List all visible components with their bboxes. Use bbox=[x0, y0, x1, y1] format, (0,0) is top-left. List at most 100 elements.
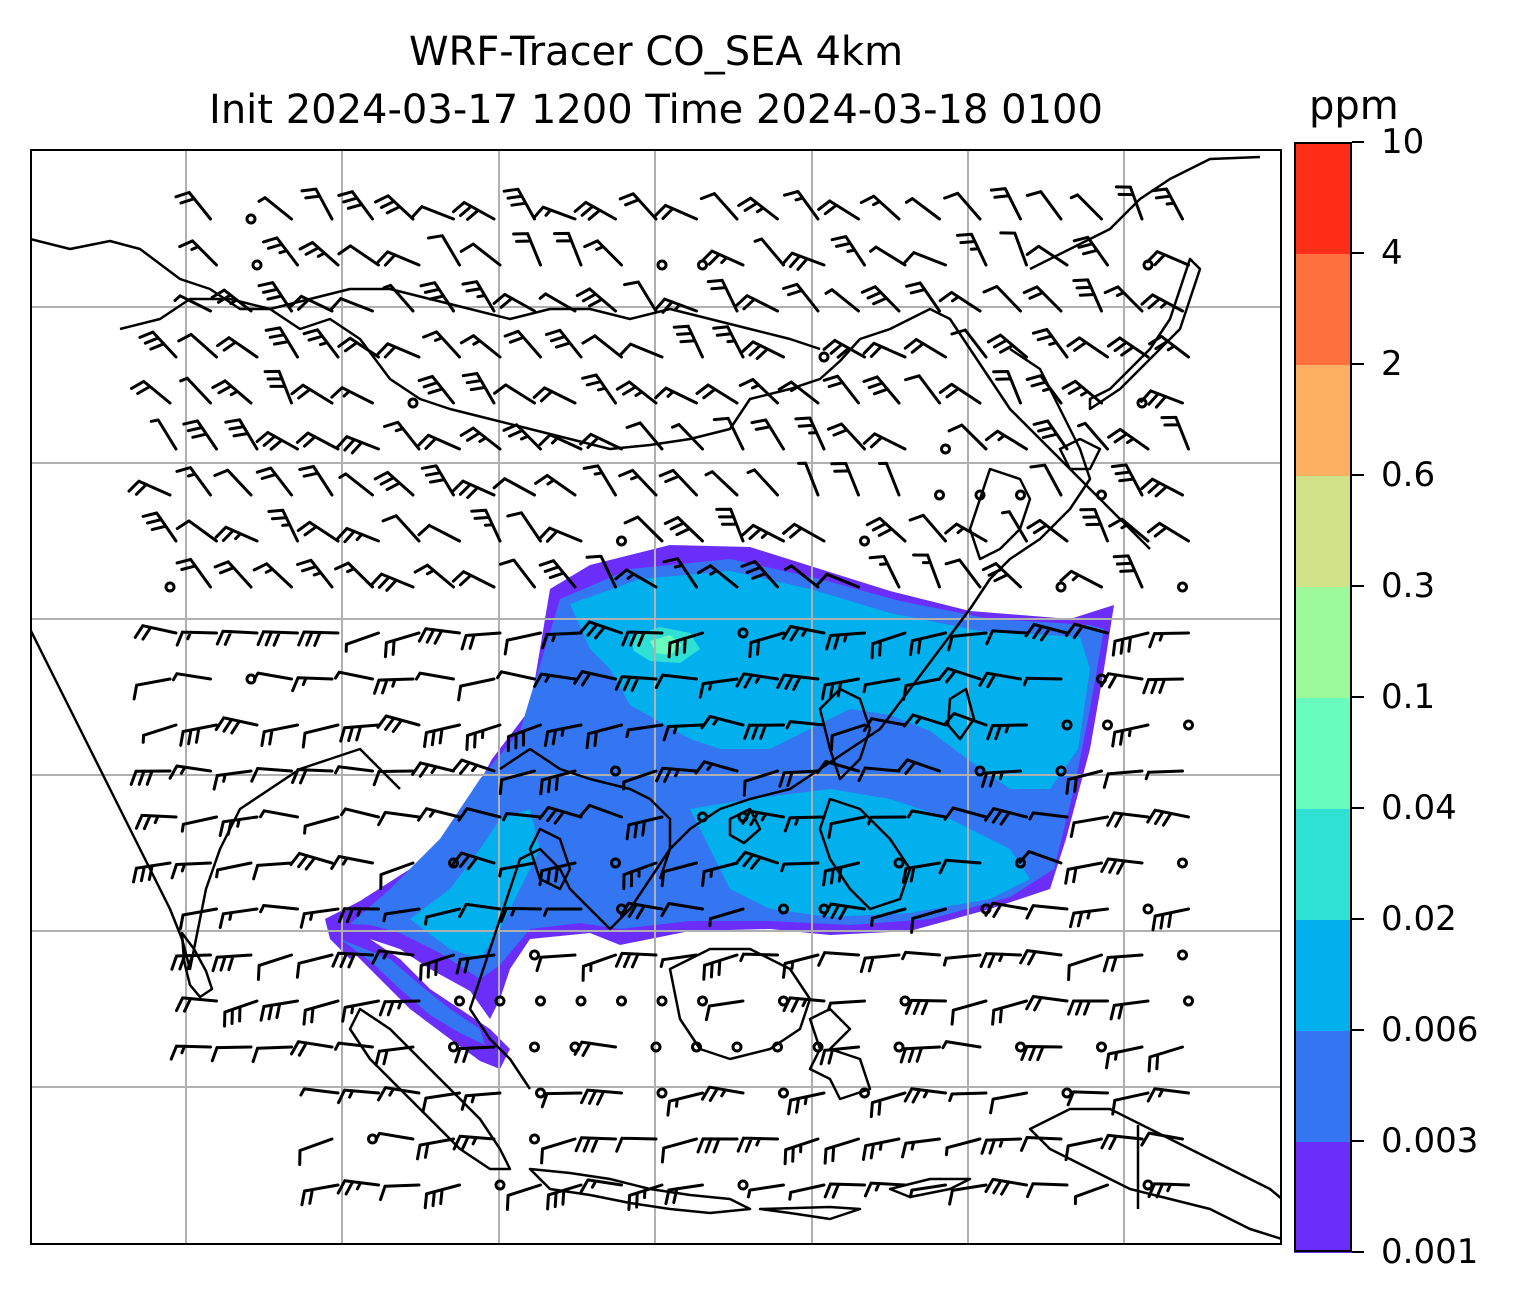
wind-barb bbox=[861, 1137, 901, 1161]
wind-barb bbox=[337, 907, 380, 924]
wind-barb bbox=[371, 949, 415, 965]
wind-barb bbox=[614, 675, 658, 692]
wind-barb bbox=[300, 187, 334, 221]
wind-barb bbox=[214, 525, 259, 543]
wind-barb bbox=[178, 907, 218, 931]
wind-barb bbox=[540, 1091, 583, 1109]
wind-barb bbox=[256, 630, 299, 647]
wind-barb bbox=[1032, 419, 1069, 451]
wind-barb bbox=[496, 670, 536, 681]
wind-barb bbox=[1146, 250, 1190, 267]
wind-barb bbox=[298, 465, 334, 497]
wind-barb bbox=[413, 563, 455, 589]
wind-barb bbox=[585, 554, 617, 589]
wind-barb bbox=[622, 861, 658, 891]
wind-barb bbox=[1100, 857, 1144, 875]
wind-barb bbox=[984, 429, 1028, 451]
wind-barb bbox=[912, 553, 941, 589]
calm-wind-marker bbox=[691, 1041, 702, 1053]
wind-barb bbox=[1065, 769, 1103, 795]
wind-barb bbox=[944, 558, 982, 589]
wind-barb bbox=[992, 370, 1022, 405]
wind-barb bbox=[182, 419, 218, 451]
wind-barb bbox=[822, 861, 860, 887]
wind-barb bbox=[943, 191, 982, 221]
wind-barb bbox=[627, 1183, 664, 1211]
colorbar-tick-label: 0.001 bbox=[1381, 1232, 1479, 1272]
wind-barb bbox=[615, 1136, 658, 1153]
wind-barb bbox=[1064, 861, 1103, 885]
wind-barb bbox=[581, 373, 617, 405]
wind-barb bbox=[901, 1137, 941, 1159]
calm-wind-marker bbox=[974, 489, 986, 501]
wind-barb bbox=[867, 815, 907, 826]
wind-barb bbox=[986, 723, 1028, 741]
wind-barb bbox=[937, 667, 982, 684]
wind-barb bbox=[980, 769, 1022, 788]
borneo bbox=[668, 947, 812, 1061]
wind-barb bbox=[538, 559, 577, 589]
wind-barb bbox=[782, 996, 826, 1013]
wind-barb bbox=[862, 717, 907, 733]
wind-barb bbox=[981, 562, 1022, 589]
wind-barb bbox=[339, 723, 380, 743]
colorbar-tick bbox=[1352, 1140, 1364, 1142]
calm-wind-marker bbox=[731, 1041, 743, 1053]
calm-wind-marker bbox=[494, 995, 506, 1007]
wind-barb bbox=[660, 902, 704, 918]
wind-barb bbox=[170, 953, 212, 971]
map-panel[interactable] bbox=[30, 149, 1282, 1245]
wind-barb bbox=[372, 769, 415, 787]
wind-barb bbox=[498, 861, 536, 878]
wind-barb bbox=[1109, 999, 1150, 1021]
calm-wind-marker bbox=[737, 1179, 749, 1191]
wind-barb bbox=[1100, 672, 1144, 689]
colorbar-band bbox=[1294, 253, 1352, 365]
wind-barb bbox=[457, 807, 502, 822]
wind-barb bbox=[129, 769, 172, 786]
wind-barb bbox=[538, 292, 577, 313]
calm-wind-marker bbox=[934, 489, 945, 501]
wind-barb bbox=[827, 999, 866, 1012]
wind-barb bbox=[739, 952, 779, 963]
wind-barb bbox=[132, 861, 172, 884]
wind-barb bbox=[938, 290, 982, 313]
wind-barb bbox=[376, 342, 421, 359]
wind-barb bbox=[376, 714, 421, 733]
wind-barb bbox=[170, 861, 212, 880]
wind-barb bbox=[1103, 285, 1144, 313]
wind-barb bbox=[696, 564, 739, 589]
wind-barb bbox=[696, 1137, 739, 1154]
wind-barb bbox=[512, 232, 542, 267]
wind-barb bbox=[1147, 1045, 1184, 1073]
wind-barb bbox=[712, 416, 745, 451]
wind-barb bbox=[1142, 677, 1184, 695]
wind-barb bbox=[824, 288, 860, 313]
wind-barb bbox=[984, 1177, 1028, 1196]
wind-barb bbox=[581, 953, 617, 982]
wind-barb bbox=[215, 861, 253, 879]
wind-barb bbox=[263, 369, 293, 405]
wind-barb bbox=[1146, 521, 1190, 543]
wind-barb bbox=[337, 190, 374, 221]
wind-barb bbox=[658, 468, 698, 497]
wind-barb bbox=[374, 194, 415, 221]
wind-barb bbox=[251, 1045, 293, 1064]
wind-barb bbox=[655, 766, 698, 783]
wind-barb bbox=[712, 325, 745, 359]
calm-wind-marker bbox=[1142, 1179, 1154, 1191]
wind-barb bbox=[255, 466, 293, 497]
wind-barb bbox=[262, 236, 299, 267]
wind-barb bbox=[141, 723, 178, 744]
wind-barb bbox=[179, 376, 212, 405]
calm-wind-marker bbox=[610, 765, 621, 777]
wind-barb bbox=[1028, 811, 1069, 821]
colorbar-tick-label: 4 bbox=[1381, 233, 1403, 273]
wind-barb bbox=[904, 998, 947, 1016]
wind-barb bbox=[218, 815, 259, 837]
colorbar-band bbox=[1294, 364, 1352, 476]
wind-barb bbox=[383, 631, 421, 659]
wind-barb bbox=[944, 1137, 982, 1157]
wind-barb bbox=[223, 999, 259, 1028]
wind-barb bbox=[704, 999, 745, 1022]
